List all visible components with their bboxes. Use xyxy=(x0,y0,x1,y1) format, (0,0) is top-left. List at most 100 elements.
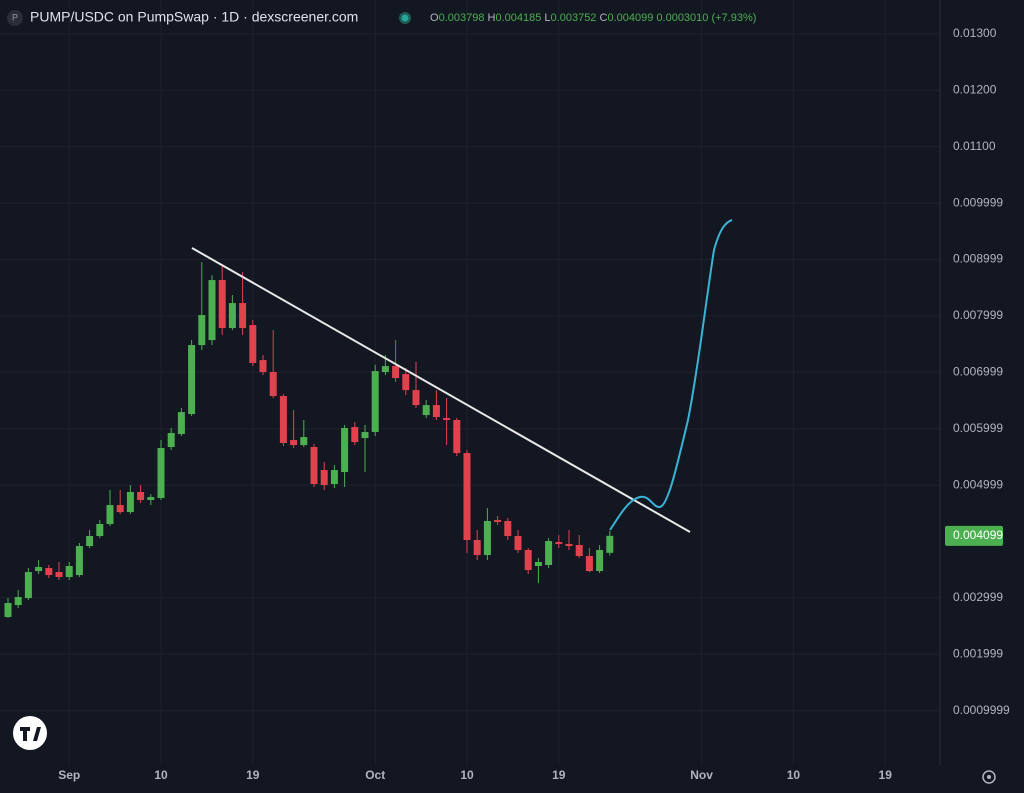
x-tick-label: 19 xyxy=(246,768,260,782)
ohlc-value: 0.004099 xyxy=(607,12,653,24)
candle-body xyxy=(14,597,22,606)
candle-body xyxy=(504,521,512,537)
x-tick-label: 10 xyxy=(787,768,801,782)
ohlc: O0.003798 H0.004185 L0.003752 C0.004099 … xyxy=(430,12,756,24)
candle-body xyxy=(555,542,563,545)
candle-body xyxy=(514,536,522,550)
y-tick-label: 0.002999 xyxy=(953,590,1003,604)
y-tick-label: 0.01200 xyxy=(953,82,997,96)
y-tick-label: 0.004999 xyxy=(953,477,1003,491)
x-tick-label: 10 xyxy=(460,768,474,782)
candle-body xyxy=(218,280,226,329)
x-tick-label: Oct xyxy=(365,768,385,782)
candle-body xyxy=(381,366,389,373)
candle-body xyxy=(259,360,267,373)
y-tick-label: 0.006999 xyxy=(953,364,1003,378)
change-pct: (+7.93%) xyxy=(711,12,756,24)
candle-body xyxy=(524,549,532,571)
candle-body xyxy=(606,535,614,553)
candle-body xyxy=(473,540,481,556)
ohlc-label: L xyxy=(544,12,550,24)
candle-body xyxy=(483,521,491,556)
candle-body xyxy=(24,572,32,599)
y-tick-label: 0.009999 xyxy=(953,195,1003,209)
candle-body xyxy=(177,412,185,435)
candle-body xyxy=(351,427,359,443)
y-tick-label: 0.005999 xyxy=(953,421,1003,435)
symbol-icon xyxy=(7,10,23,26)
ohlc-label: O xyxy=(430,12,439,24)
candle-body xyxy=(75,546,83,576)
ohlc-value: 0.003798 xyxy=(439,12,485,24)
settings-icon[interactable] xyxy=(982,770,996,784)
candle-body xyxy=(392,366,400,379)
x-tick-label: 19 xyxy=(552,768,566,782)
y-tick-label: 0.0009999 xyxy=(953,703,1010,717)
ohlc-label: H xyxy=(488,12,496,24)
symbol-icon-text: P xyxy=(12,12,18,22)
candle-body xyxy=(188,345,196,415)
candle-body xyxy=(575,545,583,557)
candle-body xyxy=(545,541,553,565)
candle-body xyxy=(208,280,216,341)
change: 0.0003010 xyxy=(656,12,708,24)
candle-body xyxy=(96,524,104,537)
candle-body xyxy=(341,428,349,473)
candle-body xyxy=(198,315,206,346)
candle-body xyxy=(412,390,420,406)
x-tick-label: Nov xyxy=(690,768,713,782)
candle-body xyxy=(147,497,155,501)
candle-body xyxy=(300,437,308,446)
chart-title: PUMP/USDC on PumpSwap · 1D · dexscreener… xyxy=(30,9,358,25)
candle-body xyxy=(494,520,502,523)
y-tick-label: 0.01300 xyxy=(953,26,997,40)
gear[interactable] xyxy=(982,770,996,784)
x-tick-label: Sep xyxy=(58,768,80,782)
logo-circle xyxy=(13,716,47,750)
projection-curve xyxy=(609,219,733,531)
candle-body xyxy=(310,447,318,485)
status-dot xyxy=(401,14,409,22)
candle-body xyxy=(432,405,440,418)
candle-body xyxy=(443,418,451,421)
candle-body xyxy=(126,492,134,513)
candle-body xyxy=(167,433,175,448)
candle-body xyxy=(330,470,338,485)
candle-body xyxy=(453,420,461,454)
candle-body xyxy=(65,566,73,578)
candle-body xyxy=(228,303,236,329)
y-tick-label: 0.007999 xyxy=(953,308,1003,322)
x-tick-label: 19 xyxy=(879,768,893,782)
candle-body xyxy=(4,603,12,617)
candle-body xyxy=(249,325,257,364)
y-tick-label: 0.01100 xyxy=(953,139,996,153)
candle-body xyxy=(320,470,328,486)
gear-center xyxy=(987,775,991,779)
logo-glyph xyxy=(20,727,41,741)
last-price-tag xyxy=(945,525,1003,546)
candle-body xyxy=(157,448,165,499)
candle-body xyxy=(585,556,593,572)
candle-body xyxy=(596,549,604,572)
candle-body xyxy=(402,374,410,391)
candle-body xyxy=(463,453,471,541)
ohlc-value: 0.003752 xyxy=(551,12,597,24)
ohlc-value: 0.004185 xyxy=(495,12,541,24)
candle-body xyxy=(279,396,287,444)
candle-body xyxy=(55,572,63,578)
candle-body xyxy=(534,562,542,567)
candle-body xyxy=(269,372,277,397)
candle-body xyxy=(565,544,573,547)
ohlc-label: C xyxy=(600,12,608,24)
candle-body xyxy=(239,303,247,329)
x-tick-label: 10 xyxy=(154,768,168,782)
candle-body xyxy=(371,371,379,433)
grid xyxy=(0,0,940,765)
tv-logo xyxy=(13,716,47,750)
candle-body xyxy=(422,405,430,416)
trend-line xyxy=(191,247,691,533)
candle-body xyxy=(116,505,124,513)
